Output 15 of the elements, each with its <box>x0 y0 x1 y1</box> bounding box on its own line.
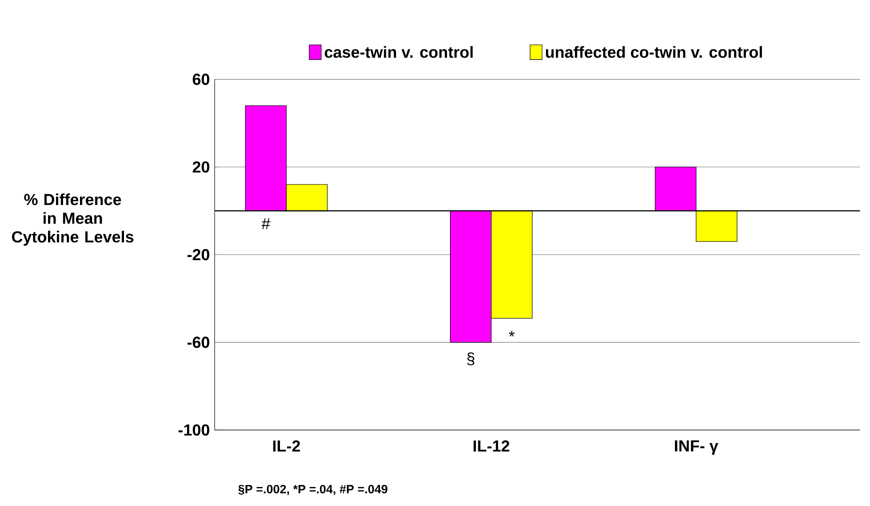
y-tick-label: 60 <box>192 74 210 85</box>
x-tick-label: IL-2 <box>273 440 300 452</box>
y-tick-label: 20 <box>192 161 210 173</box>
x-tick-label: IL-12 <box>474 440 510 452</box>
x-tick-label: INF- γ <box>674 440 718 455</box>
y-tick-label: -60 <box>187 336 210 348</box>
annotation: * <box>508 330 515 337</box>
annotation: § <box>467 352 474 366</box>
y-tick-label: -20 <box>187 249 210 260</box>
y-axis-title: % Difference in Mean Cytokine Levels <box>12 193 134 246</box>
legend-label: case-twin v. control <box>324 46 473 58</box>
legend-label: unaffected co-twin v. control <box>546 46 762 58</box>
text: §P =.002, *P =.04, #P =.049 <box>238 484 388 496</box>
y-tick-label: -100 <box>178 424 210 436</box>
annotation: # <box>262 218 270 230</box>
